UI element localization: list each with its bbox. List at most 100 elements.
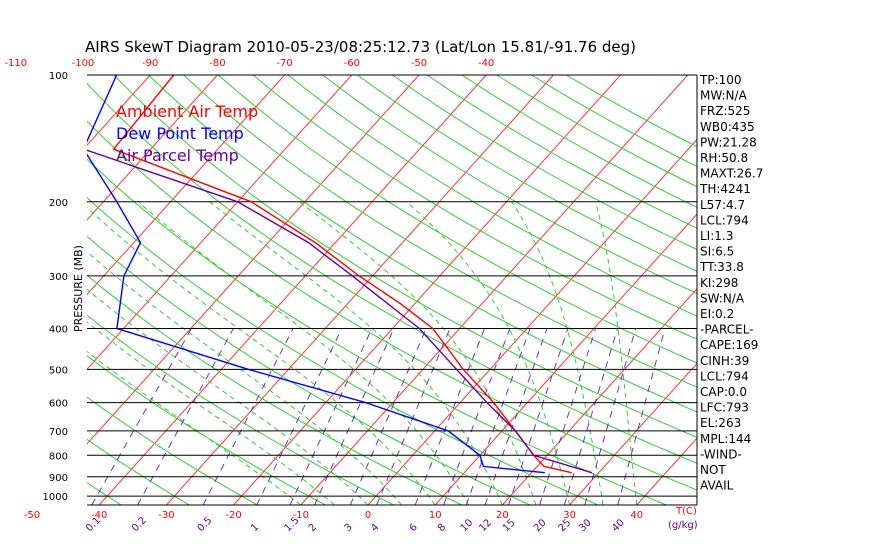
sounding-stat: PW:21.28 xyxy=(700,135,757,149)
dry-adiabat-line xyxy=(87,274,463,505)
mixing-ratio-line xyxy=(314,328,395,505)
dry-adiabat-line xyxy=(287,75,697,317)
moist-adiabat-line xyxy=(209,201,503,505)
pressure-tick-label: 1000 xyxy=(43,492,68,503)
mixing-ratio-tick-label: 0.5 xyxy=(195,515,214,534)
dry-adiabat-line xyxy=(87,314,395,505)
mixing-ratio-line xyxy=(617,328,666,505)
isotherm-line xyxy=(367,138,697,505)
mixing-ratio-tick-label: 20 xyxy=(532,517,549,534)
isotherm-line xyxy=(771,75,870,505)
dry-adiabat-line xyxy=(87,120,697,491)
mixing-ratio-line xyxy=(465,328,531,505)
bottom-temp-tick-label: -20 xyxy=(225,510,241,521)
sounding-stat: NOT xyxy=(700,463,726,477)
mixing-ratio-tick-label: 30 xyxy=(577,517,594,534)
pressure-tick-label: 400 xyxy=(49,325,68,336)
pressure-tick-label: 800 xyxy=(49,451,68,462)
bottom-temp-tick-label: 30 xyxy=(563,510,576,521)
isotherm-line xyxy=(98,75,487,505)
bottom-temp-tick-label: -50 xyxy=(24,510,40,521)
top-temp-tick-label: -110 xyxy=(4,58,27,69)
moist-adiabat-line xyxy=(87,350,302,505)
mixing-ratio-line xyxy=(289,328,373,505)
pressure-tick-label: 900 xyxy=(49,473,68,484)
mixing-ratio-tick-label: 12 xyxy=(477,517,494,534)
sounding-stat: CAP:0.0 xyxy=(700,385,747,399)
x-axis-label: T(C) xyxy=(675,506,697,517)
sounding-stat: SW:N/A xyxy=(700,291,745,305)
mixing-ratio-unit-label: (g/kg) xyxy=(668,520,698,531)
sounding-stat: -PARCEL- xyxy=(700,323,754,337)
sounding-stat: TP:100 xyxy=(699,73,742,87)
mixing-ratio-tick-label: 1 xyxy=(249,522,261,534)
sounding-stat: FRZ:525 xyxy=(700,104,750,118)
top-temp-tick-label: -70 xyxy=(276,58,292,69)
sounding-stat: CAPE:169 xyxy=(700,338,758,352)
legend-entry: Ambient Air Temp xyxy=(116,102,258,121)
bottom-temp-tick-label: 20 xyxy=(496,510,509,521)
pressure-tick-label: 100 xyxy=(49,71,68,82)
mixing-ratio-line xyxy=(443,328,511,505)
legend-entry: Dew Point Temp xyxy=(116,124,244,143)
isotherm-line xyxy=(87,75,420,445)
sounding-stat: TH:4241 xyxy=(699,182,751,196)
sounding-stat: EL:263 xyxy=(700,416,741,430)
dry-adiabat-line xyxy=(217,75,697,364)
sounding-stat: LFC:793 xyxy=(700,401,749,415)
sounding-stat: KI:298 xyxy=(700,276,738,290)
series-line-1 xyxy=(87,75,545,474)
mixing-ratio-line xyxy=(484,328,548,505)
bottom-temp-tick-label: 40 xyxy=(630,510,643,521)
moist-adiabat-line xyxy=(137,201,470,505)
isotherm-line xyxy=(87,75,353,370)
legend-entry: Air Parcel Temp xyxy=(116,146,239,165)
sounding-stat: L57:4.7 xyxy=(700,198,745,212)
moist-adiabat-line xyxy=(511,201,604,505)
sounding-stat: CINH:39 xyxy=(700,354,749,368)
dry-adiabat-line xyxy=(87,158,667,505)
isotherm-line xyxy=(166,75,554,505)
mixing-ratio-tick-label: 3 xyxy=(343,522,355,534)
isotherm-line xyxy=(569,362,697,505)
sounding-stat: TT:33.8 xyxy=(699,260,744,274)
pressure-tick-label: 300 xyxy=(49,272,68,283)
mixing-ratio-tick-label: 4 xyxy=(369,522,381,534)
top-temp-tick-label: -60 xyxy=(344,58,360,69)
moist-adiabat-line xyxy=(87,206,436,505)
top-temp-tick-label: -90 xyxy=(142,58,158,69)
dry-adiabat-line xyxy=(322,75,697,295)
top-temp-tick-label: -100 xyxy=(72,58,95,69)
bottom-temp-tick-label: -30 xyxy=(158,510,174,521)
dry-adiabat-line xyxy=(87,482,122,505)
mixing-ratio-line xyxy=(91,328,192,505)
isotherm-line xyxy=(0,75,16,505)
pressure-tick-label: 200 xyxy=(49,198,68,209)
pressure-tick-label: 500 xyxy=(49,365,68,376)
sounding-stat: MW:N/A xyxy=(700,89,748,103)
isotherm-line xyxy=(87,75,218,221)
mixing-ratio-line xyxy=(414,328,485,505)
bottom-temp-tick-label: -40 xyxy=(91,510,107,521)
isotherm-line xyxy=(434,213,697,505)
sounding-stat: WB0:435 xyxy=(700,120,755,134)
y-axis-label: PRESSURE (MB) xyxy=(72,245,85,332)
bottom-temp-tick-label: 10 xyxy=(429,510,442,521)
top-temp-tick-label: -40 xyxy=(478,58,494,69)
mixing-ratio-tick-label: 6 xyxy=(408,522,420,534)
dry-adiabat-line xyxy=(87,82,697,464)
dry-adiabat-line xyxy=(87,196,599,505)
mixing-ratio-line xyxy=(137,328,234,505)
sounding-stat: LCL:794 xyxy=(700,369,749,383)
dry-adiabat-line xyxy=(87,438,190,505)
isotherm-line xyxy=(233,75,621,505)
dry-adiabat-line xyxy=(113,75,697,438)
moist-adiabat-line xyxy=(406,201,571,505)
sounding-stat: RH:50.8 xyxy=(700,151,748,165)
dry-adiabat-line xyxy=(392,75,697,251)
sounding-stat: EI:0.2 xyxy=(700,307,734,321)
sounding-stat: -WIND- xyxy=(700,447,742,461)
mixing-ratio-tick-label: 10 xyxy=(459,517,476,534)
dry-adiabat-line xyxy=(87,235,531,505)
bottom-temp-tick-label: -10 xyxy=(293,510,309,521)
